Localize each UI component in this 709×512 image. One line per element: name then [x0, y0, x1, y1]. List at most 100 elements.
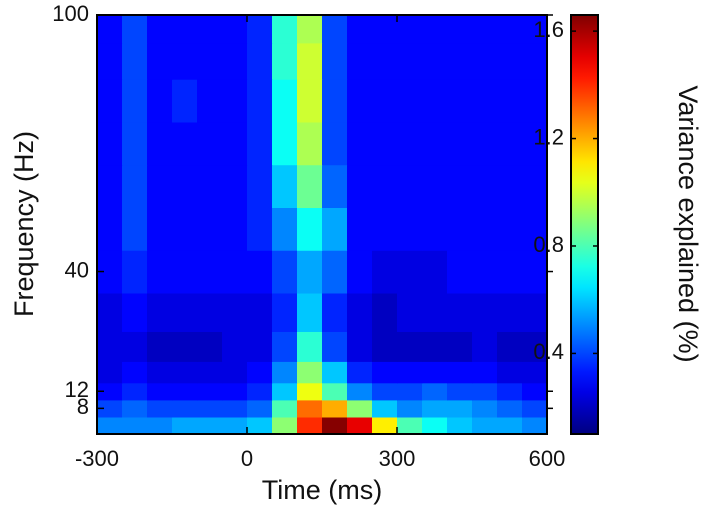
- heatmap-cell: [297, 382, 323, 401]
- heatmap-cell: [147, 121, 173, 166]
- heatmap-cell: [447, 164, 473, 208]
- heatmap-cell: [97, 164, 123, 208]
- heatmap-cell: [172, 121, 198, 166]
- heatmap-cell: [197, 207, 223, 251]
- heatmap-cell: [272, 292, 298, 332]
- heatmap-cell: [122, 42, 148, 80]
- heatmap-cell: [447, 399, 473, 418]
- heatmap-cell: [122, 361, 148, 384]
- heatmap-cell: [297, 399, 323, 418]
- heatmap-cell: [347, 42, 373, 80]
- heatmap-cell: [347, 399, 373, 418]
- heatmap-cell: [472, 250, 498, 294]
- x-tick-label: 600: [529, 446, 566, 471]
- heatmap-cell: [272, 79, 298, 123]
- heatmap-cell: [397, 382, 423, 401]
- heatmap-cell: [472, 399, 498, 418]
- heatmap-cell: [222, 15, 248, 44]
- heatmap-cell: [272, 121, 298, 166]
- colorbar-tick-label: 1.2: [533, 124, 564, 149]
- heatmap-cell: [297, 121, 323, 166]
- heatmap-cell: [122, 399, 148, 418]
- heatmap-cell: [497, 416, 523, 435]
- heatmap-cell: [397, 164, 423, 208]
- heatmap-cell: [472, 382, 498, 401]
- heatmap-cell: [497, 399, 523, 418]
- heatmap-cell: [422, 361, 448, 384]
- heatmap-cell: [197, 382, 223, 401]
- heatmap-cell: [422, 79, 448, 123]
- heatmap-cell: [397, 331, 423, 362]
- heatmap-cell: [297, 207, 323, 251]
- heatmap-cell: [122, 250, 148, 294]
- heatmap-cell: [372, 361, 398, 384]
- heatmap-cell: [222, 42, 248, 80]
- heatmap-cell: [522, 164, 548, 208]
- heatmap-cell: [297, 250, 323, 294]
- y-axis-label: Frequency (Hz): [9, 131, 39, 317]
- heatmap-cell: [297, 292, 323, 332]
- heatmap-cell: [147, 399, 173, 418]
- heatmap-cell: [397, 15, 423, 44]
- heatmap-cell: [497, 79, 523, 123]
- heatmap-cell: [447, 292, 473, 332]
- heatmap-cell: [347, 416, 373, 435]
- heatmap-cell: [272, 416, 298, 435]
- plot-frame: [96, 14, 548, 435]
- heatmap-cell: [397, 207, 423, 251]
- heatmap-cell: [197, 164, 223, 208]
- heatmap-cell: [172, 292, 198, 332]
- heatmap-cell: [447, 331, 473, 362]
- heatmap-cell: [122, 207, 148, 251]
- heatmap-cell: [472, 121, 498, 166]
- y-tick-label: 40: [65, 257, 89, 282]
- heatmap-cell: [247, 121, 273, 166]
- heatmap-cell: [447, 382, 473, 401]
- heatmap-cell: [147, 79, 173, 123]
- heatmap-cell: [522, 250, 548, 294]
- heatmap-cell: [172, 331, 198, 362]
- heatmap-cell: [222, 79, 248, 123]
- heatmap-cell: [522, 79, 548, 123]
- heatmap-cell: [222, 399, 248, 418]
- heatmap-cell: [222, 416, 248, 435]
- heatmap-cell: [222, 250, 248, 294]
- heatmap-cell: [197, 15, 223, 44]
- heatmap-cell: [347, 331, 373, 362]
- heatmap-cell: [397, 79, 423, 123]
- heatmap-cell: [322, 15, 348, 44]
- heatmap-cell: [297, 416, 323, 435]
- heatmap-cell: [172, 207, 198, 251]
- heatmap-cell: [172, 399, 198, 418]
- heatmap-cell: [372, 292, 398, 332]
- heatmap-cell: [197, 121, 223, 166]
- colorbar-tick-label: 0.4: [533, 339, 564, 364]
- heatmap-cell: [197, 79, 223, 123]
- heatmap-cell: [322, 331, 348, 362]
- heatmap-cell: [122, 292, 148, 332]
- heatmap-cell: [347, 164, 373, 208]
- heatmap-cell: [322, 42, 348, 80]
- heatmap-cell: [247, 15, 273, 44]
- heatmap-cell: [372, 399, 398, 418]
- heatmap-cell: [197, 250, 223, 294]
- y-tick-label: 100: [52, 1, 89, 26]
- heatmap-cell: [497, 42, 523, 80]
- heatmap-cell: [447, 207, 473, 251]
- heatmap-cell: [97, 207, 123, 251]
- heatmap-cell: [247, 292, 273, 332]
- heatmap-cell: [472, 416, 498, 435]
- colorbar: [570, 14, 599, 435]
- heatmap-cell: [247, 164, 273, 208]
- heatmap-cell: [397, 361, 423, 384]
- heatmap-cell: [322, 292, 348, 332]
- colorbar-tick-label: 1.6: [533, 17, 564, 42]
- heatmap-cell: [497, 292, 523, 332]
- heatmap-cell: [247, 416, 273, 435]
- heatmap-cell: [147, 416, 173, 435]
- heatmap-cell: [372, 164, 398, 208]
- heatmap-cell: [122, 164, 148, 208]
- heatmap-cell: [322, 121, 348, 166]
- heatmap-cell: [272, 399, 298, 418]
- heatmap-cell: [497, 164, 523, 208]
